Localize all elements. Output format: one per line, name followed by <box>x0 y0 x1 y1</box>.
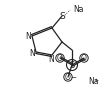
Text: ·: · <box>78 3 82 13</box>
Text: N: N <box>29 49 35 57</box>
Text: O: O <box>81 54 87 62</box>
Text: Na: Na <box>88 77 99 86</box>
Text: −: − <box>70 75 76 81</box>
Text: N: N <box>48 55 54 63</box>
Text: O: O <box>65 73 71 82</box>
Text: Na: Na <box>73 5 83 14</box>
Text: +: + <box>93 78 99 83</box>
Text: O: O <box>57 54 63 62</box>
Text: S: S <box>59 12 65 21</box>
Text: N: N <box>25 32 31 41</box>
Text: S: S <box>69 60 75 69</box>
